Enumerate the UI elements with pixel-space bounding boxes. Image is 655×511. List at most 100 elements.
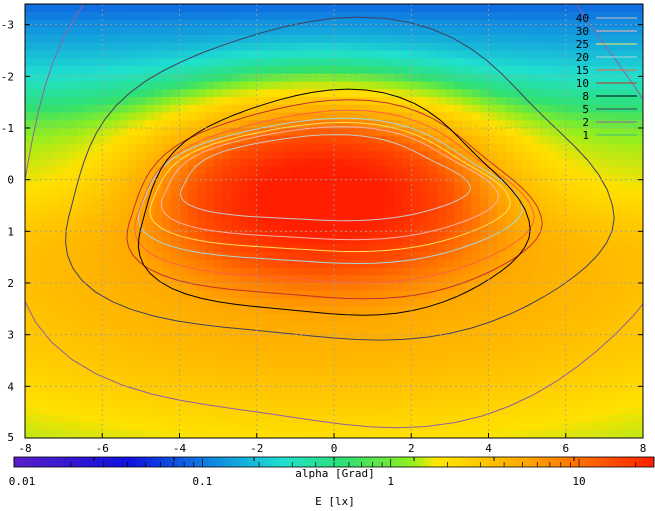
heatmap-cell [325,283,335,292]
heatmap-cell [471,190,481,199]
heatmap-cell [128,430,138,438]
heatmap-cell [248,197,258,207]
heatmap-cell [33,259,43,269]
heatmap-cell [291,430,301,438]
heatmap-cell [205,236,215,245]
heatmap-cell [522,345,533,354]
heatmap-cell [531,329,541,338]
heatmap-cell [76,399,86,408]
heatmap-cell [411,151,421,160]
heatmap-cell [196,27,206,36]
legend-label: 15 [576,64,589,77]
heatmap-cell [625,244,636,253]
heatmap-cell [316,182,327,191]
heatmap-cell [394,89,404,98]
heatmap-cell [136,159,146,168]
heatmap-cell [531,228,541,238]
heatmap-cell [600,120,610,129]
heatmap-cell [574,66,584,75]
heatmap-cell [531,205,541,214]
heatmap-cell [342,19,352,28]
heatmap-cell [239,50,249,59]
heatmap-cell [591,174,601,183]
heatmap-cell [522,73,533,83]
heatmap-cell [119,205,129,214]
heatmap-cell [282,190,292,199]
heatmap-cell [471,321,481,331]
heatmap-cell [359,298,369,307]
heatmap-cell [25,166,35,176]
heatmap-cell [179,407,189,416]
heatmap-cell [334,205,344,214]
heatmap-cell [119,391,129,400]
heatmap-cell [128,19,138,28]
heatmap-cell [179,143,189,152]
heatmap-cell [136,414,146,424]
heatmap-cell [385,407,395,416]
heatmap-cell [634,414,643,424]
heatmap-cell [231,27,241,36]
heatmap-cell [93,244,103,253]
heatmap-cell [213,360,224,369]
heatmap-cell [531,352,541,362]
heatmap-cell [231,73,241,83]
heatmap-cell [205,213,215,222]
heatmap-cell [462,298,472,307]
heatmap-cell [385,197,395,207]
heatmap-cell [488,197,498,207]
heatmap-cell [188,283,198,292]
heatmap-cell [505,27,515,36]
heatmap-cell [316,221,327,230]
heatmap-cell [454,221,464,230]
heatmap-cell [256,275,266,284]
heatmap-cell [102,159,112,168]
heatmap-cell [67,42,78,52]
heatmap-cell [25,205,35,214]
heatmap-cell [325,174,335,183]
heatmap-cell [67,151,78,160]
heatmap-cell [505,306,515,315]
heatmap-cell [445,213,455,222]
heatmap-cell [428,197,438,207]
heatmap-cell [256,174,266,183]
heatmap-cell [93,166,103,176]
heatmap-cell [359,205,369,214]
heatmap-cell [205,143,215,152]
heatmap-cell [634,135,643,145]
heatmap-cell [325,228,335,238]
heatmap-cell [462,352,472,362]
heatmap-cell [376,399,387,408]
heatmap-cell [76,221,86,230]
heatmap-cell [591,221,601,230]
heatmap-cell [488,50,498,59]
heatmap-cell [608,143,618,152]
heatmap-cell [248,4,258,13]
heatmap-cell [582,205,593,214]
heatmap-cell [428,376,438,385]
heatmap-cell [128,166,138,176]
heatmap-cell [394,383,404,393]
heatmap-cell [514,143,524,152]
heatmap-cell [376,391,387,400]
heatmap-cell [136,58,146,67]
heatmap-cell [42,283,52,292]
heatmap-cell [497,58,507,67]
heatmap-cell [213,368,224,377]
heatmap-cell [522,360,533,369]
heatmap-cell [308,345,318,354]
heatmap-cell [454,35,464,44]
heatmap-cell [591,4,601,13]
heatmap-cell [445,306,455,315]
heatmap-cell [102,221,112,230]
heatmap-cell [565,306,575,315]
heatmap-cell [50,174,60,183]
heatmap-cell [540,174,550,183]
heatmap-cell [25,422,35,431]
heatmap-cell [67,66,78,75]
heatmap-cell [531,120,541,129]
heatmap-cell [351,368,361,377]
heatmap-cell [565,321,575,331]
heatmap-cell [308,197,318,207]
heatmap-cell [454,298,464,307]
heatmap-cell [462,213,472,222]
